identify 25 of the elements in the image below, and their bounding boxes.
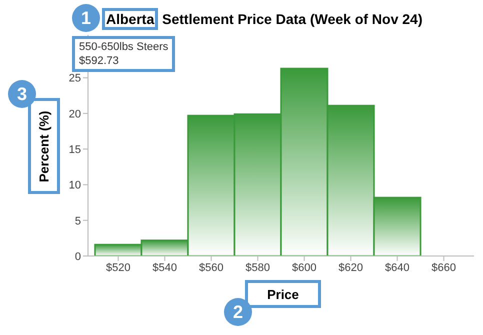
- x-tick-label: $560: [199, 262, 224, 274]
- x-tick-label: $640: [385, 262, 410, 274]
- number-badge-icon: 2: [224, 298, 252, 326]
- annotation: 550-650lbs Steers: [79, 40, 168, 54]
- highlight-outline: Alberta: [102, 8, 158, 30]
- y-tick-label: 20: [68, 108, 81, 120]
- x-tick-label: $620: [338, 262, 363, 274]
- number-badge-icon: 3: [8, 80, 36, 108]
- x-tick-label: $520: [106, 262, 130, 274]
- x-tick-label: $580: [246, 262, 270, 274]
- highlight-outline: 550-650lbs Steers $592.73: [72, 36, 176, 72]
- y-tick-label: 0: [74, 250, 81, 263]
- y-tick-label: 15: [68, 144, 81, 156]
- highlight-outline: Price: [245, 280, 321, 308]
- y-tick-label: 25: [68, 72, 81, 85]
- x-tick-label: $660: [432, 262, 456, 274]
- y-axis-title: Percent (%): [36, 110, 52, 182]
- y-tick-label: 5: [74, 215, 81, 228]
- annotation: $592.73: [79, 54, 120, 68]
- chart-title: Settlement Price Data (Week of Nov 24): [162, 11, 423, 27]
- x-tick-label: $600: [292, 262, 316, 274]
- highlight-outline: Percent (%): [28, 98, 60, 194]
- x-tick-label: $540: [152, 262, 177, 274]
- number-badge-icon: 1: [72, 4, 100, 32]
- y-tick-label: 10: [68, 180, 81, 192]
